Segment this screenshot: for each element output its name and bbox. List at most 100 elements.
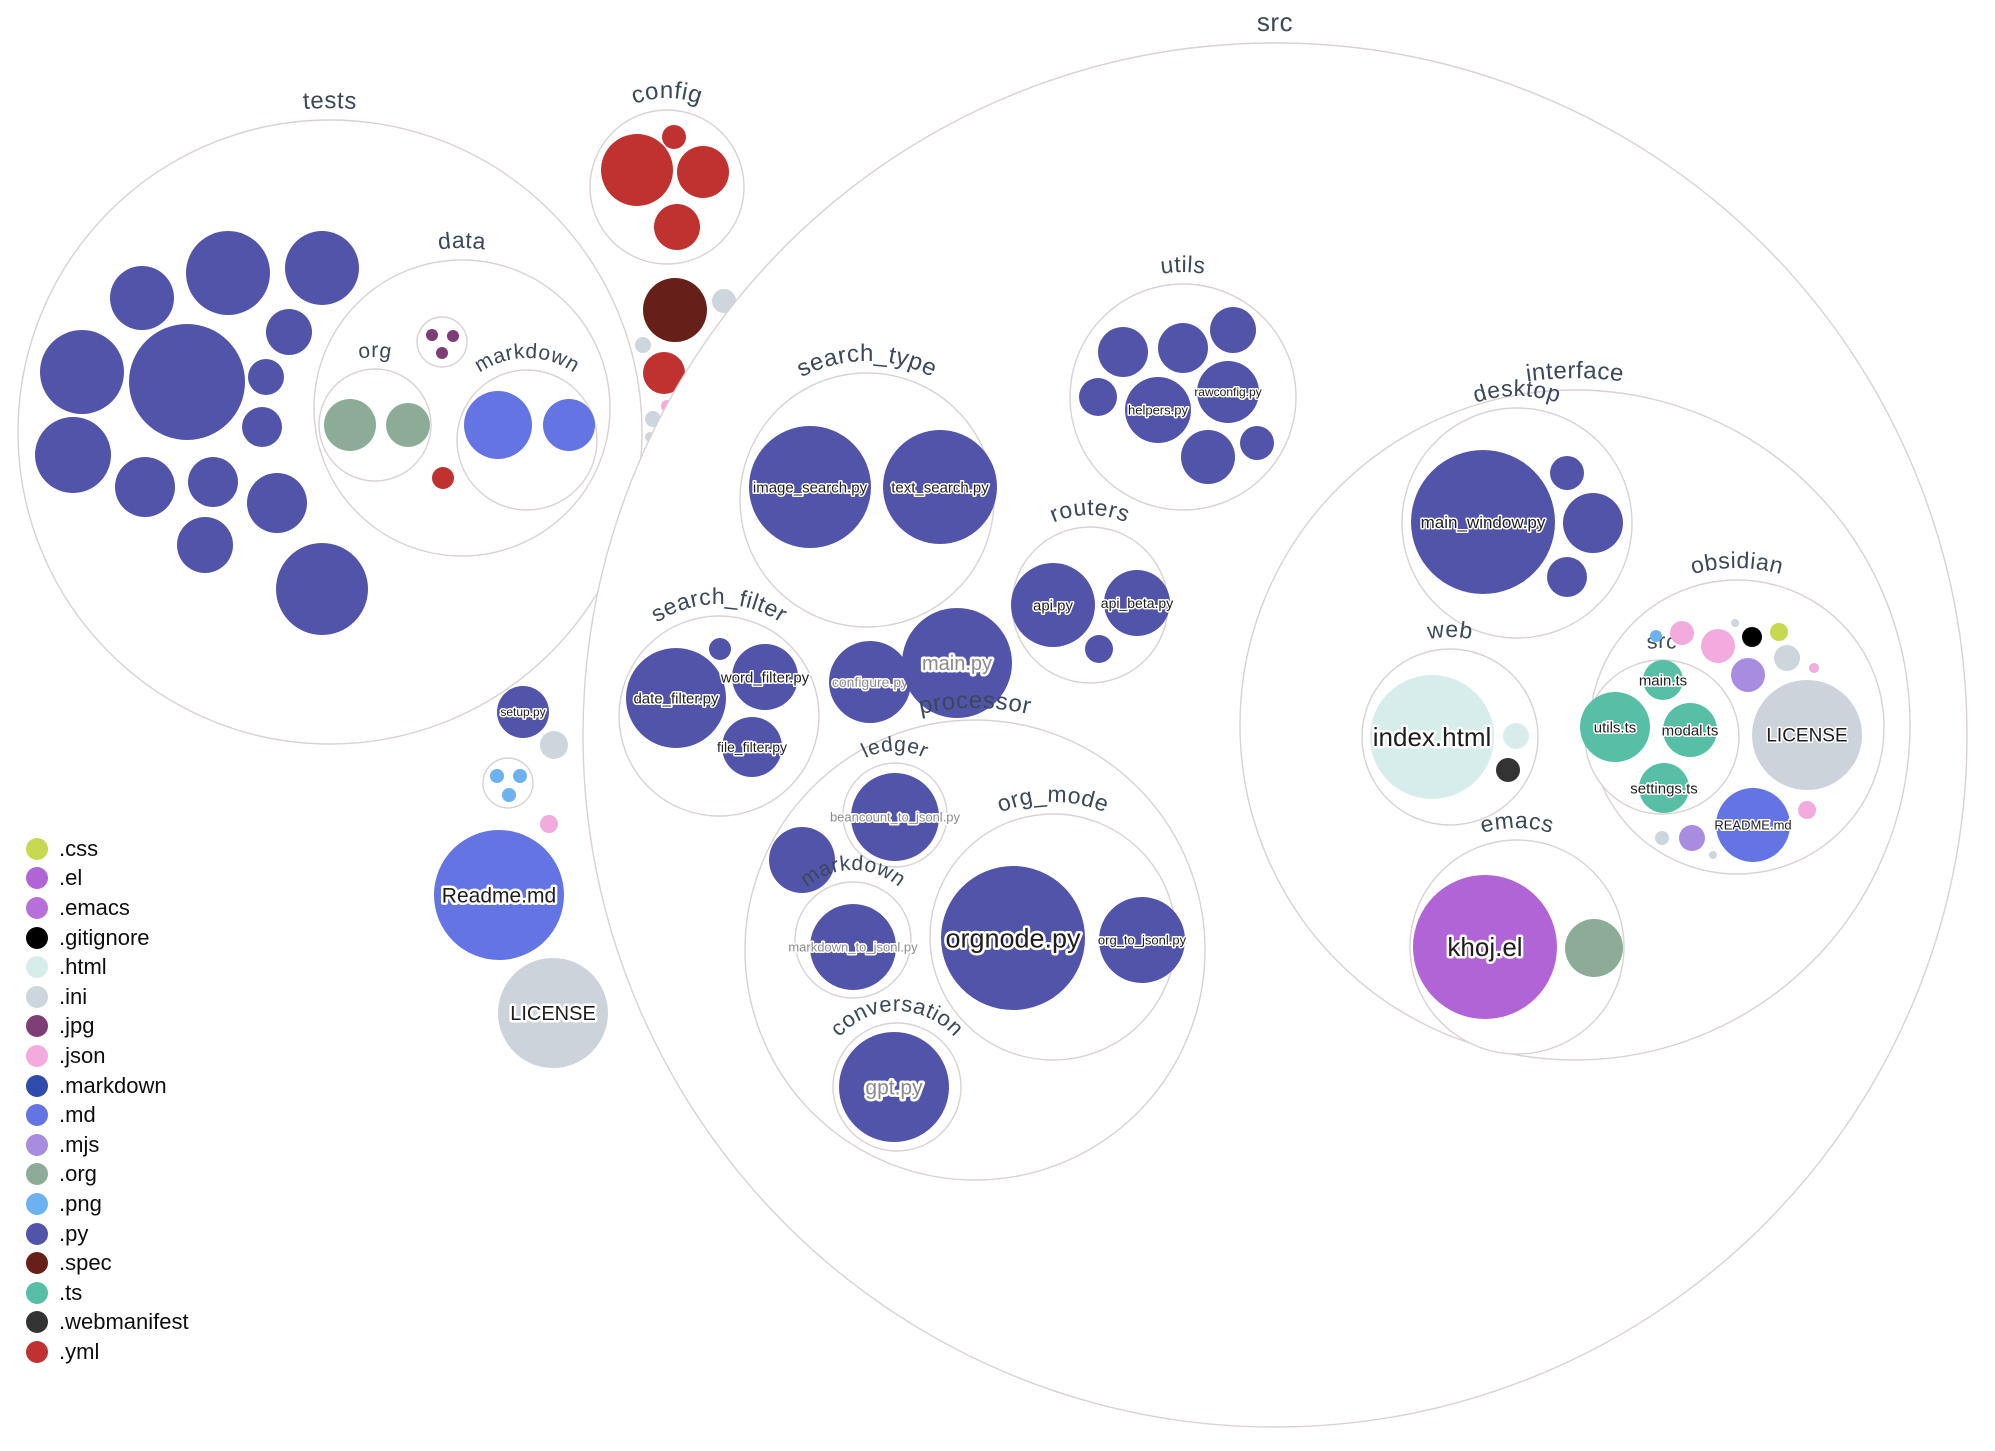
file-circle-org[interactable] xyxy=(1565,919,1623,977)
file-circle-configure.py[interactable] xyxy=(829,641,911,723)
file-circle-json[interactable] xyxy=(1701,629,1735,663)
file-circle-ini[interactable] xyxy=(712,289,736,313)
file-circle-webmanifest[interactable] xyxy=(1496,758,1520,782)
file-circle-md[interactable] xyxy=(543,399,595,451)
file-label-setup.py: setup.py xyxy=(500,705,545,719)
file-circle-json[interactable] xyxy=(1798,801,1816,819)
file-circle-ini[interactable] xyxy=(1709,851,1717,859)
file-circle-py[interactable] xyxy=(35,417,111,493)
file-circle-py[interactable] xyxy=(1240,426,1274,460)
file-circle-api_beta.py[interactable] xyxy=(1104,570,1170,636)
file-circle-py[interactable] xyxy=(1079,378,1117,416)
file-circle-gpt.py[interactable] xyxy=(839,1032,949,1142)
file-circle-png[interactable] xyxy=(502,788,516,802)
file-label-rawconfig.py: rawconfig.py xyxy=(1194,385,1261,399)
file-circle-json[interactable] xyxy=(1670,621,1694,645)
legend-label-json: .json xyxy=(59,1042,106,1068)
file-circle-py[interactable] xyxy=(285,231,359,305)
file-circle-word_filter.py[interactable] xyxy=(732,644,798,710)
file-circle-json[interactable] xyxy=(540,815,558,833)
file-circle-html[interactable] xyxy=(1503,723,1529,749)
file-circle-spec[interactable] xyxy=(643,278,707,342)
file-circle-py[interactable] xyxy=(242,407,282,447)
file-circle-css[interactable] xyxy=(1770,623,1788,641)
file-circle-py[interactable] xyxy=(186,231,270,315)
file-circle-main.py[interactable] xyxy=(902,608,1012,718)
file-circle-py[interactable] xyxy=(1085,635,1113,663)
file-circle-py[interactable] xyxy=(1547,557,1587,597)
file-circle-json[interactable] xyxy=(1809,663,1819,673)
file-circle-py[interactable] xyxy=(276,543,368,635)
file-circle-yml[interactable] xyxy=(432,467,454,489)
file-circle-main.ts[interactable] xyxy=(1643,660,1683,700)
file-circle-LICENSE[interactable] xyxy=(498,958,608,1068)
file-circle-main_window.py[interactable] xyxy=(1411,450,1555,594)
file-circle-text_search.py[interactable] xyxy=(883,430,997,544)
file-circle-orgnode.py[interactable] xyxy=(941,866,1085,1010)
file-circle-yml[interactable] xyxy=(643,352,685,394)
file-circle-py[interactable] xyxy=(247,473,307,533)
file-circle-mjs[interactable] xyxy=(1731,658,1765,692)
file-circle-utils.ts[interactable] xyxy=(1580,692,1650,762)
file-circle-org_to_jsonl.py[interactable] xyxy=(1099,897,1185,983)
file-circle-LICENSE[interactable] xyxy=(1752,680,1862,790)
file-circle-date_filter.py[interactable] xyxy=(626,648,726,748)
file-circle-png[interactable] xyxy=(1650,630,1662,642)
file-circle-py[interactable] xyxy=(266,309,312,355)
file-circle-yml[interactable] xyxy=(662,125,686,149)
file-circle-yml[interactable] xyxy=(654,204,700,250)
file-circle-jpg[interactable] xyxy=(447,330,459,342)
file-circle-khoj.el[interactable] xyxy=(1413,875,1557,1019)
file-circle-ini[interactable] xyxy=(1731,619,1739,627)
file-circle-setup.py[interactable] xyxy=(497,686,549,738)
file-circle-py[interactable] xyxy=(1098,327,1148,377)
file-circle-py[interactable] xyxy=(177,517,233,573)
file-circle-py[interactable] xyxy=(40,330,124,414)
file-circle-Readme.md[interactable] xyxy=(434,830,564,960)
file-circle-jpg[interactable] xyxy=(436,347,448,359)
file-circle-settings.ts[interactable] xyxy=(1639,763,1689,813)
file-circle-org[interactable] xyxy=(386,403,430,447)
legend-label-css: .css xyxy=(59,835,99,861)
dir-circle-group[interactable] xyxy=(416,316,468,368)
file-circle-png[interactable] xyxy=(513,769,527,783)
file-circle-yml[interactable] xyxy=(601,134,673,206)
file-circle-py[interactable] xyxy=(129,324,245,440)
file-circle-modal.ts[interactable] xyxy=(1663,703,1717,757)
file-circle-ini[interactable] xyxy=(1655,831,1669,845)
file-circle-ini[interactable] xyxy=(1774,645,1800,671)
file-circle-rawconfig.py[interactable] xyxy=(1197,361,1259,423)
file-circle-beancount_to_jsonl.py[interactable] xyxy=(851,773,939,861)
file-circle-mjs[interactable] xyxy=(1679,825,1705,851)
file-circle-markdown_to_jsonl.py[interactable] xyxy=(810,904,896,990)
file-label-api_beta.py: api_beta.py xyxy=(1101,595,1173,611)
file-circle-ini[interactable] xyxy=(540,731,568,759)
file-circle-py[interactable] xyxy=(248,359,284,395)
file-circle-org[interactable] xyxy=(324,399,376,451)
file-circle-png[interactable] xyxy=(490,769,504,783)
file-circle-py[interactable] xyxy=(1563,493,1623,553)
file-circle-py[interactable] xyxy=(1210,307,1256,353)
file-circle-file_filter.py[interactable] xyxy=(722,717,782,777)
file-circle-index.html[interactable] xyxy=(1370,675,1494,799)
file-circle-py[interactable] xyxy=(188,457,238,507)
file-circle-yml[interactable] xyxy=(677,146,729,198)
file-circle-ini[interactable] xyxy=(635,337,651,353)
file-circle-helpers.py[interactable] xyxy=(1125,377,1191,443)
file-label-LICENSE: LICENSE xyxy=(510,1003,596,1025)
file-circle-py[interactable] xyxy=(1550,456,1584,490)
file-circle-py[interactable] xyxy=(1181,430,1235,484)
file-circle-gitignore[interactable] xyxy=(1742,627,1762,647)
file-circle-py[interactable] xyxy=(110,266,174,330)
file-circle-py[interactable] xyxy=(769,827,835,893)
file-circle-py[interactable] xyxy=(1158,323,1208,373)
legend-label-png: .png xyxy=(59,1190,102,1216)
file-circle-jpg[interactable] xyxy=(426,329,438,341)
file-circle-image_search.py[interactable] xyxy=(749,426,871,548)
file-circle-py[interactable] xyxy=(709,638,731,660)
file-circle-py[interactable] xyxy=(115,457,175,517)
legend-item-mjs: .mjs xyxy=(26,1130,189,1160)
file-circle-README.md[interactable] xyxy=(1716,788,1790,862)
file-circle-api.py[interactable] xyxy=(1011,563,1095,647)
file-circle-md[interactable] xyxy=(464,391,532,459)
